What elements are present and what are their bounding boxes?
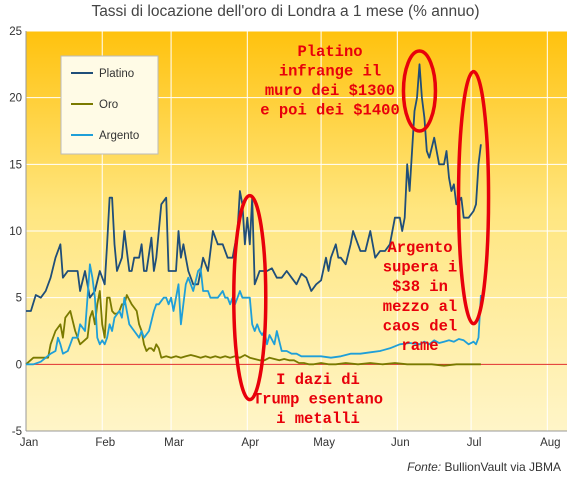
- y-tick-label: 10: [9, 226, 22, 238]
- series-line-platino: [26, 63, 482, 312]
- annotation-text: muro dei $1300: [265, 82, 395, 100]
- series-line-oro: [25, 290, 481, 367]
- y-tick-label: 5: [16, 293, 22, 305]
- annotation-text: $38 in: [392, 278, 448, 296]
- legend-label-oro: Oro: [99, 99, 118, 111]
- x-tick-label: Mar: [164, 437, 184, 449]
- x-tick-label: Apr: [241, 437, 259, 449]
- x-tick-label: Aug: [540, 437, 560, 449]
- annotation-text: rame: [401, 337, 438, 355]
- highlight-ellipses: [232, 49, 491, 402]
- source-text: BullionVault via JBMA: [444, 460, 562, 474]
- y-tick-label: 0: [16, 359, 22, 371]
- annotation-text: caos del: [383, 317, 457, 335]
- highlight-ellipse: [456, 69, 491, 326]
- series-lines: [25, 63, 482, 367]
- legend-label-argento: Argento: [99, 130, 139, 142]
- legend-label-platino: Platino: [99, 68, 134, 80]
- annotation-text: Argento: [387, 239, 452, 257]
- y-tick-label: 20: [9, 93, 22, 105]
- y-tick-label: 25: [9, 26, 22, 38]
- legend: Platino Oro Argento: [60, 55, 159, 155]
- y-tick-label: -5: [12, 426, 22, 438]
- x-tick-label: Jun: [391, 437, 410, 449]
- x-tick-label: Jul: [467, 437, 482, 449]
- annotation-text: e poi dei $1400: [260, 102, 400, 120]
- x-tick-label: Jan: [20, 437, 39, 449]
- series-line-argento: [26, 263, 482, 366]
- annotation-text: I dazi di: [276, 371, 360, 389]
- annotation-text: Trump esentano: [253, 391, 383, 409]
- annotation-text: infrange il: [279, 63, 381, 81]
- source-note: Fonte: BullionVault via JBMA: [407, 460, 561, 474]
- annotation-text: supera i: [383, 259, 457, 277]
- chart-title: Tassi di locazione dell'oro di Londra a …: [91, 3, 480, 20]
- x-tick-label: May: [313, 437, 335, 449]
- source-label: Fonte:: [407, 460, 442, 474]
- annotation-text: mezzo al: [383, 298, 457, 316]
- highlight-ellipse: [401, 49, 438, 133]
- annotation-text: i metalli: [276, 410, 360, 428]
- highlight-ellipse: [232, 193, 268, 402]
- y-tick-label: 15: [9, 159, 22, 171]
- annotation-text: Platino: [297, 43, 362, 61]
- axes: -5 0 5 10 15 20 25 Jan Feb Mar Apr May Jun Jul Aug: [9, 26, 567, 449]
- x-tick-label: Feb: [95, 437, 115, 449]
